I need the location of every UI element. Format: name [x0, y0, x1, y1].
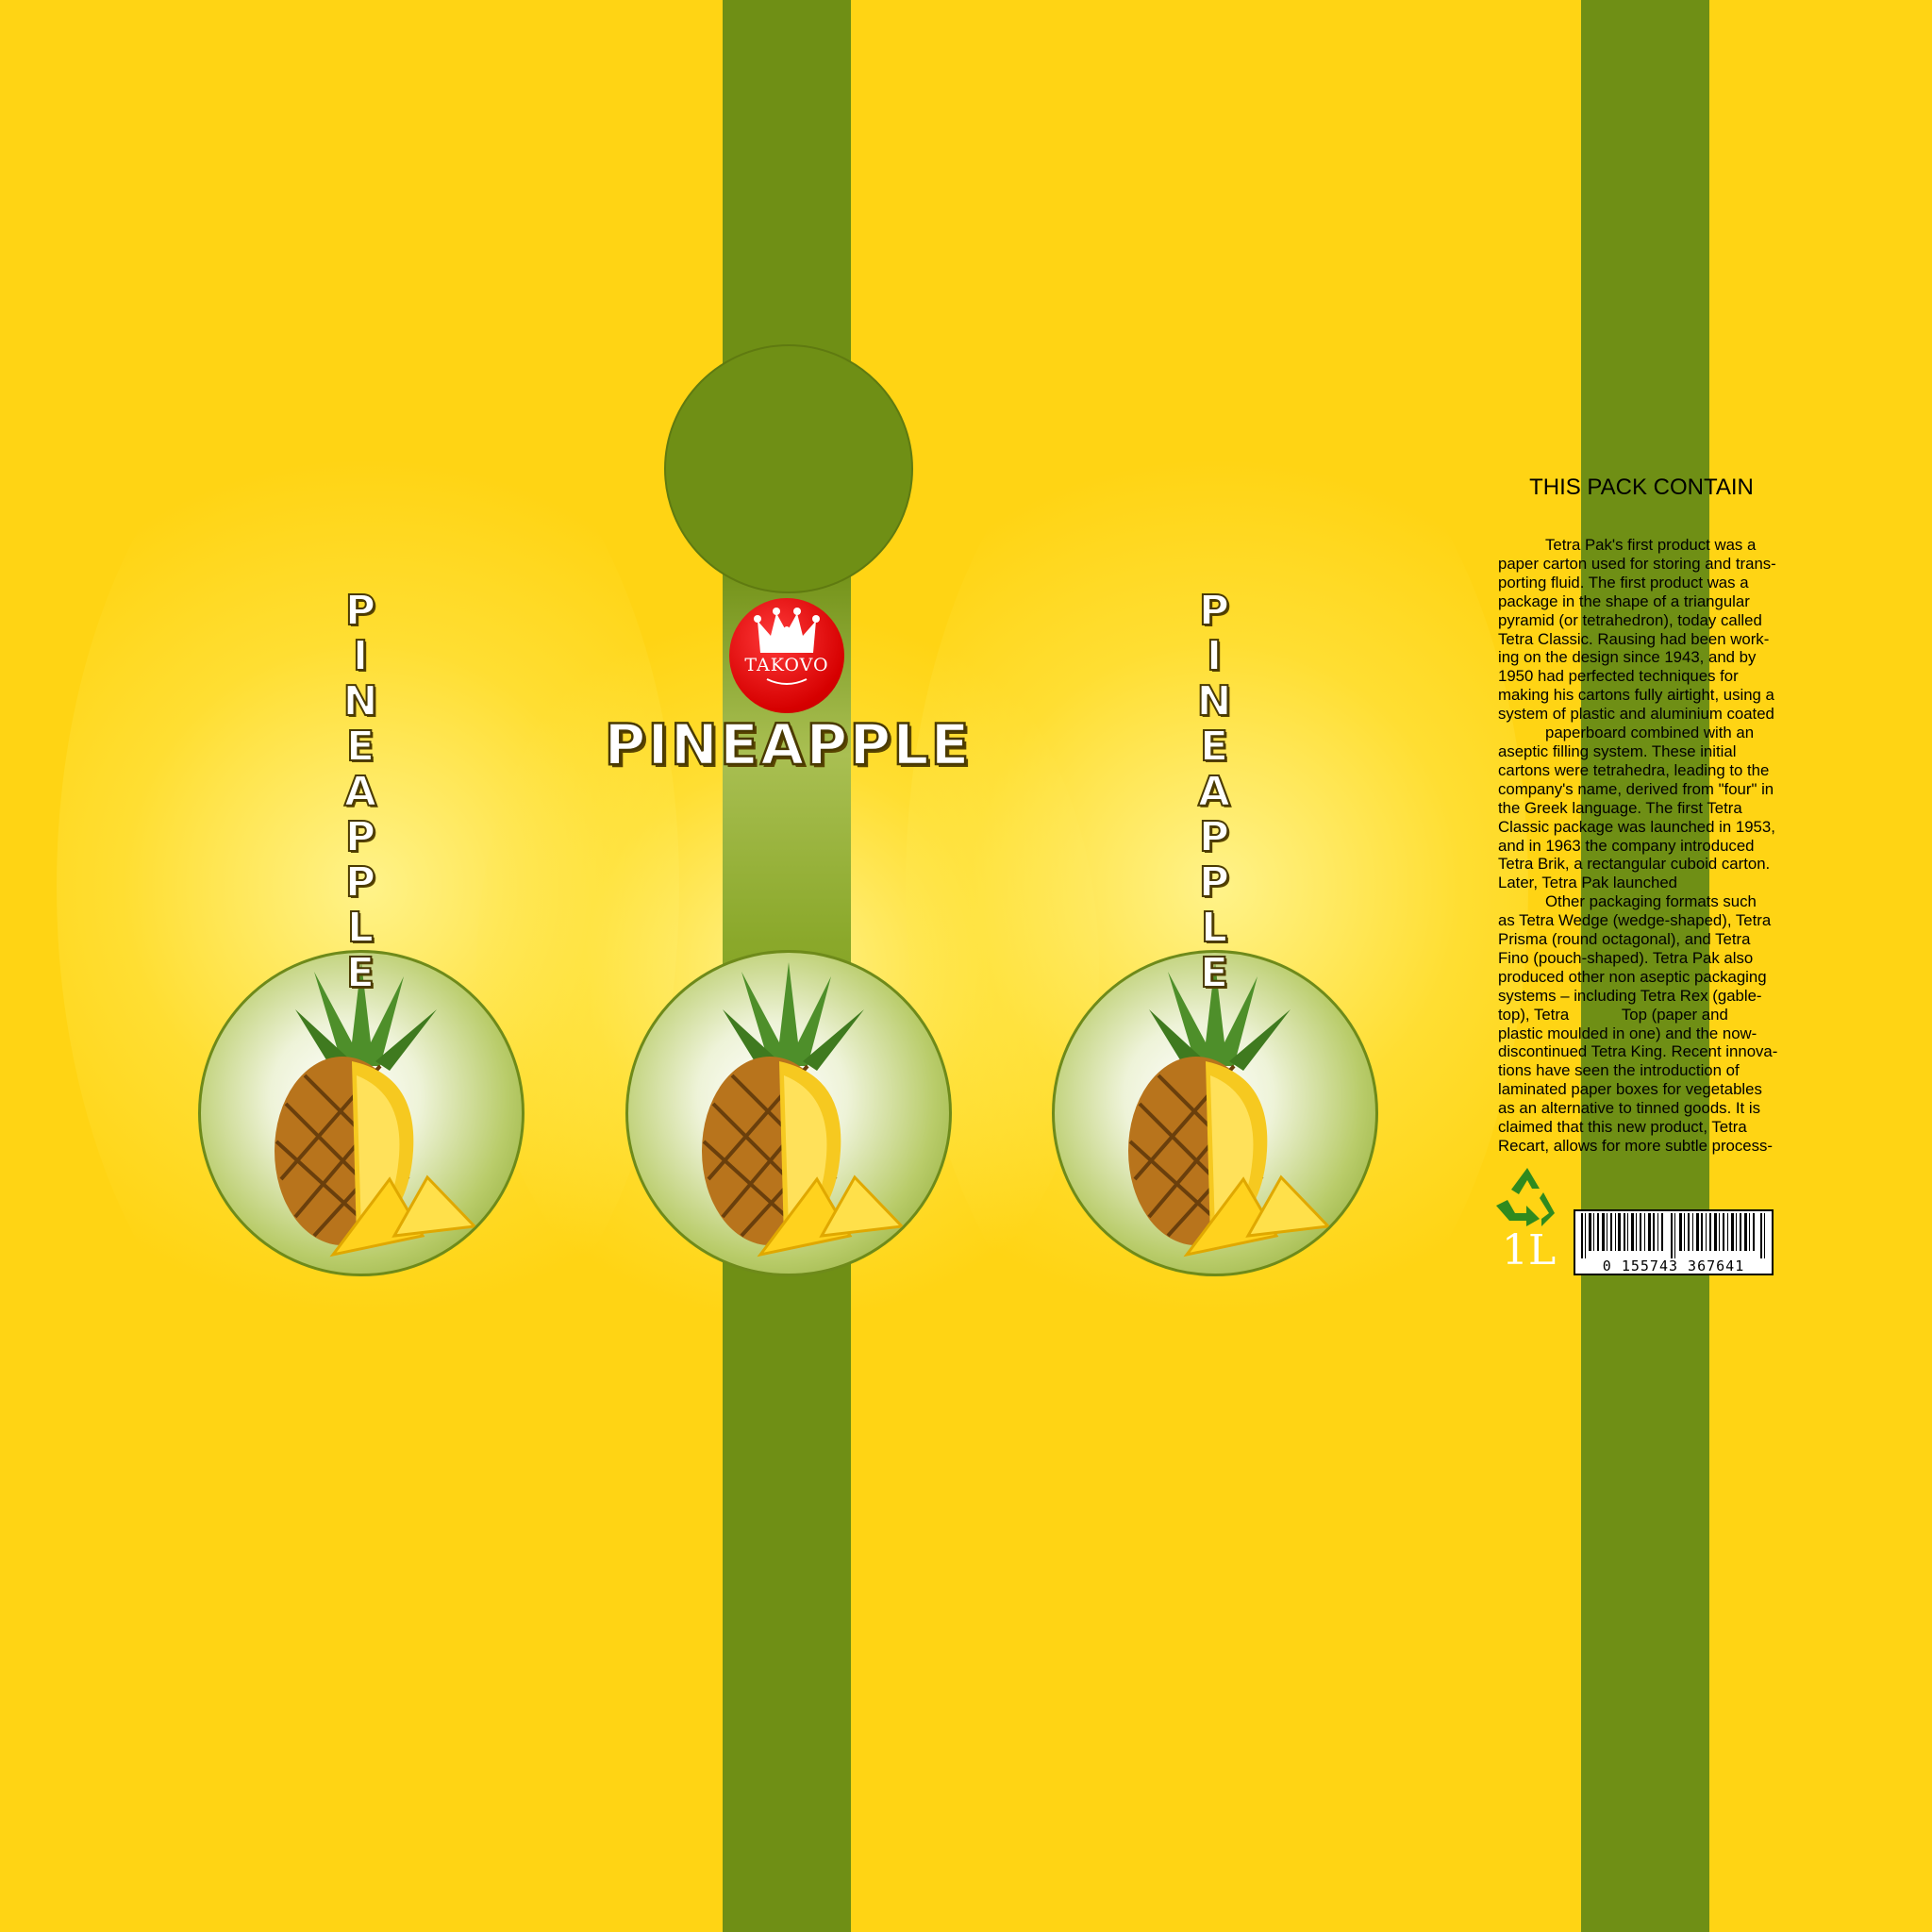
pack-description: Tetra Pak's first product was a paper ca…: [1498, 536, 1798, 1156]
text-line: Tetra Pak's first product was a: [1545, 536, 1757, 554]
text-line: cartons were tetrahedra, leading to the: [1498, 760, 1770, 779]
left-vertical-title: P I N E A P P L E: [342, 587, 379, 997]
text-line: making his cartons fully airtight, using…: [1498, 686, 1774, 705]
text-line: discontinued Tetra King. Recent innova-: [1498, 1042, 1778, 1061]
pineapple-medal-right: [1052, 950, 1378, 1276]
barcode: 0 155743 367641: [1574, 1209, 1774, 1275]
text-line: ing on the design since 1943, and by: [1498, 648, 1757, 667]
text-line: plastic moulded in one) and the now-: [1498, 1024, 1757, 1042]
text-line: system of plastic and aluminium coated: [1498, 705, 1774, 724]
text-line: systems – including Tetra Rex (gable-: [1498, 986, 1762, 1005]
barcode-number: 0 155743 367641: [1575, 1258, 1772, 1274]
text-line: Recart, allows for more subtle process-: [1498, 1137, 1773, 1155]
pack-heading: THIS PACK CONTAIN: [1529, 475, 1754, 500]
text-line: aseptic filling system. These initial: [1498, 741, 1737, 760]
text-line: pyramid (or tetrahedron), today called: [1498, 610, 1762, 629]
brand-badge: TAKOVO: [729, 598, 844, 713]
recycle-icon: [1496, 1168, 1555, 1226]
text-line: laminated paper boxes for vegetables: [1498, 1080, 1762, 1099]
pineapple-icon: [1128, 962, 1332, 1257]
text-line: paper carton used for storing and trans-: [1498, 554, 1776, 573]
barcode-bars: [1581, 1213, 1765, 1258]
text-line: company's name, derived from "four" in: [1498, 779, 1774, 798]
text-line: Tetra Brik, a rectangular cuboid carton.: [1498, 855, 1771, 874]
right-stripe: [1581, 0, 1709, 1932]
text-line: top), Tetra Top (paper and: [1498, 1005, 1728, 1024]
text-line: paperboard combined with an: [1545, 724, 1755, 742]
text-line: tions have seen the introduction of: [1498, 1061, 1740, 1080]
text-line: Fino (pouch-shaped). Tetra Pak also: [1498, 948, 1754, 967]
pineapple-medal-center: [625, 950, 952, 1276]
right-vertical-title: P I N E A P P L E: [1196, 587, 1233, 997]
pineapple-medal-left: [198, 950, 525, 1276]
text-line: claimed that this new product, Tetra: [1498, 1118, 1747, 1137]
text-line: Later, Tetra Pak launched: [1498, 874, 1678, 892]
brand-name: TAKOVO: [744, 655, 829, 675]
product-title: PINEAPPLE: [603, 711, 972, 780]
text-line: package in the shape of a triangular: [1498, 591, 1750, 610]
text-line: as Tetra Wedge (wedge-shaped), Tetra: [1498, 911, 1772, 930]
text-line: as an alternative to tinned goods. It is: [1498, 1099, 1760, 1118]
text-line: the Greek language. The first Tetra: [1498, 798, 1742, 817]
pineapple-icon: [275, 962, 478, 1257]
center-neck-circle: [664, 344, 913, 593]
pineapple-icon: [702, 962, 906, 1257]
text-line: porting fluid. The first product was a: [1498, 573, 1749, 591]
text-line: produced other non aseptic packaging: [1498, 967, 1767, 986]
volume-label: 1L: [1502, 1226, 1557, 1274]
text-line: 1950 had perfected techniques for: [1498, 667, 1739, 686]
text-line: Tetra Classic. Rausing had been work-: [1498, 629, 1770, 648]
text-line: Other packaging formats such: [1545, 892, 1757, 911]
text-line: Classic package was launched in 1953,: [1498, 817, 1775, 836]
text-line: Prisma (round octagonal), and Tetra: [1498, 930, 1751, 949]
text-line: and in 1963 the company introduced: [1498, 836, 1755, 855]
crown-icon: [754, 608, 820, 685]
